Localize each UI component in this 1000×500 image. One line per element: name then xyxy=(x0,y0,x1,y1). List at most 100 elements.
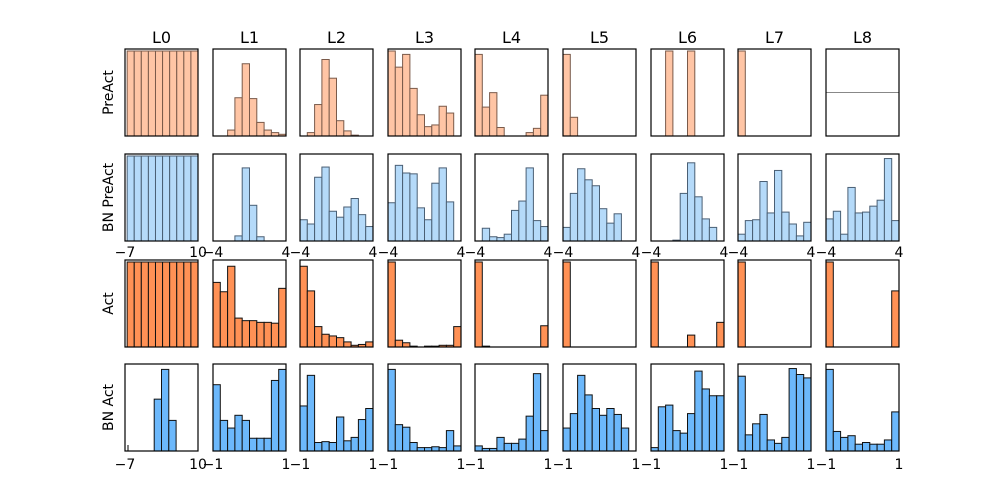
panel-frame xyxy=(124,48,199,137)
histogram-bar xyxy=(694,370,703,452)
histogram-bar xyxy=(306,223,316,242)
panel-bn-act-l7 xyxy=(737,363,812,452)
panel-bn-preact-l2 xyxy=(299,153,374,242)
histogram-bar xyxy=(299,405,308,452)
histogram-bar xyxy=(854,212,864,242)
histogram-bar xyxy=(394,424,404,452)
histogram-bar xyxy=(314,104,323,137)
histogram-bar xyxy=(256,437,265,452)
histogram-bar xyxy=(825,218,834,242)
histogram-bar xyxy=(249,98,258,137)
histogram-bar xyxy=(847,186,856,242)
histogram-bar xyxy=(402,172,411,242)
panel-bn-preact-l1 xyxy=(212,153,287,242)
histogram-bar xyxy=(569,116,579,137)
histogram-bar xyxy=(832,210,842,242)
panel-act-l6 xyxy=(650,259,725,348)
histogram-bar xyxy=(176,50,185,137)
histogram-bar xyxy=(162,50,171,137)
x-tick-label: −1 xyxy=(378,457,399,473)
histogram-bar xyxy=(154,155,164,242)
histogram-bar xyxy=(781,436,790,452)
panel-preact-l5 xyxy=(562,48,637,137)
x-tick-label: 1 xyxy=(632,457,641,473)
histogram-bar xyxy=(424,126,433,137)
histogram-bar xyxy=(562,261,571,348)
column-title-l8: L8 xyxy=(853,28,872,47)
histogram-bar xyxy=(219,419,229,452)
histogram-bar xyxy=(744,220,754,242)
histogram-bar xyxy=(387,202,396,242)
histogram-bar xyxy=(474,261,483,348)
panel-bn-act-l6 xyxy=(650,363,725,452)
histogram-bar xyxy=(825,368,834,452)
histogram-bar xyxy=(169,155,178,242)
histogram-bar xyxy=(343,206,352,242)
histogram-bar xyxy=(665,50,674,137)
histogram-bar xyxy=(249,437,258,452)
panel-preact-l3 xyxy=(387,48,462,137)
histogram-bar xyxy=(431,446,440,452)
histogram-bar xyxy=(891,290,900,348)
histogram-bar xyxy=(241,320,250,348)
x-tick-label: 4 xyxy=(895,245,904,261)
histogram-bar xyxy=(140,155,149,242)
histogram-bar xyxy=(365,408,374,452)
histogram-bar xyxy=(665,404,674,452)
histogram-bar xyxy=(687,334,696,348)
panel-act-l8 xyxy=(825,259,900,348)
panel-frame xyxy=(825,363,900,452)
histogram-bar xyxy=(620,427,630,452)
histogram-bar xyxy=(357,214,367,242)
panel-frame xyxy=(212,48,287,137)
x-tick-label: 1 xyxy=(807,457,816,473)
histogram-bar xyxy=(387,261,396,348)
column-title-l7: L7 xyxy=(765,28,784,47)
histogram-bar xyxy=(161,368,170,452)
panel-preact-l0 xyxy=(124,48,199,137)
column-titles: L0 L1 L2 L3 L4 L5 L6 L7 L8 xyxy=(152,28,872,47)
histogram-bar xyxy=(416,114,426,137)
histogram-bar xyxy=(803,377,812,452)
histogram-bar xyxy=(891,411,900,452)
histogram-bar xyxy=(891,220,900,242)
histogram-bar xyxy=(481,106,491,137)
tick-labels: −7 10−4 4 −4 4 −4 4 −4 4 −4 4 −4 4 −4 4 −4 4−7 10−1 1 −1 1 −1… xyxy=(115,245,904,473)
histogram-bar xyxy=(438,167,447,242)
x-tick-label: −4 xyxy=(290,245,311,261)
panel-bn-preact-l8 xyxy=(825,153,900,242)
histogram-bar xyxy=(474,445,483,452)
panels xyxy=(124,48,900,452)
histogram-bar xyxy=(162,261,171,348)
x-tick-label: 4 xyxy=(632,245,641,261)
panel-frame xyxy=(562,48,637,137)
histogram-bar xyxy=(336,120,345,137)
histogram-bar xyxy=(263,321,272,348)
histogram-bar xyxy=(350,198,359,242)
histogram-bar xyxy=(256,321,265,348)
panel-background xyxy=(388,260,461,347)
histogram-bar xyxy=(840,233,849,242)
histogram-bar xyxy=(154,50,164,137)
x-tick-label: −4 xyxy=(465,245,486,261)
histogram-bar xyxy=(496,127,505,137)
histogram-bar xyxy=(306,290,316,348)
histogram-bar xyxy=(299,265,308,348)
panel-frame xyxy=(299,48,374,137)
panel-bn-act-l0 xyxy=(124,363,199,452)
column-title-l3: L3 xyxy=(415,28,434,47)
histogram-bar xyxy=(876,443,885,452)
histogram-bar xyxy=(263,129,272,137)
panel-background xyxy=(738,49,811,136)
panel-frame xyxy=(650,153,725,242)
histogram-bar xyxy=(328,210,338,242)
histogram-bar xyxy=(489,92,498,137)
histogram-bar xyxy=(126,50,135,137)
histogram-bar xyxy=(599,414,608,452)
histogram-bar xyxy=(766,439,776,452)
panel-frame xyxy=(299,363,374,452)
panel-frame xyxy=(825,259,900,348)
histogram-bar xyxy=(343,341,352,348)
histogram-bar xyxy=(532,127,542,137)
histogram-bar xyxy=(445,201,455,242)
